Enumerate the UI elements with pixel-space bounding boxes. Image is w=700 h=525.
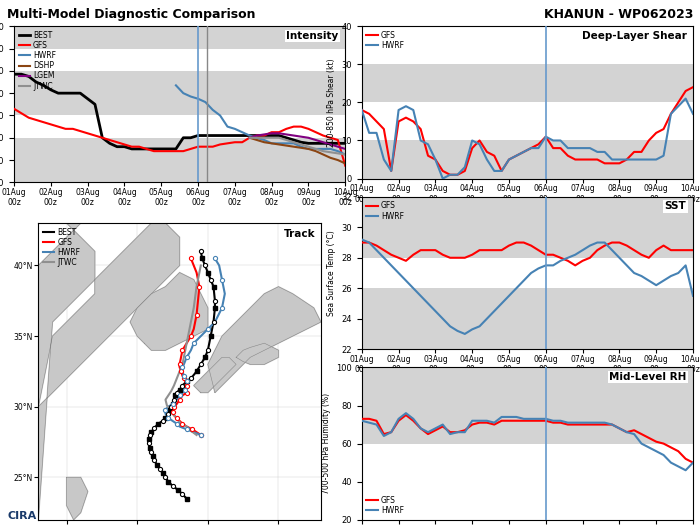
Legend: BEST, GFS, HWRF, JTWC: BEST, GFS, HWRF, JTWC: [41, 225, 83, 269]
Polygon shape: [38, 209, 180, 520]
Legend: GFS, HWRF: GFS, HWRF: [364, 494, 406, 518]
Bar: [362, 65, 693, 102]
Bar: [362, 405, 693, 444]
Text: Multi-Model Diagnostic Comparison: Multi-Model Diagnostic Comparison: [7, 8, 256, 21]
Text: Track: Track: [284, 229, 315, 239]
Polygon shape: [194, 358, 236, 393]
Y-axis label: 200-850 hPa Shear (kt): 200-850 hPa Shear (kt): [327, 58, 336, 146]
Bar: [362, 288, 693, 349]
Bar: [14, 26, 345, 48]
Text: KHANUN - WP062023: KHANUN - WP062023: [544, 8, 693, 21]
Legend: GFS, HWRF: GFS, HWRF: [364, 199, 406, 223]
Text: Mid-Level RH: Mid-Level RH: [609, 372, 687, 382]
Text: SST: SST: [664, 202, 687, 212]
Text: Intensity: Intensity: [286, 31, 339, 41]
Polygon shape: [208, 287, 321, 393]
Bar: [14, 138, 345, 182]
Polygon shape: [236, 343, 279, 364]
Text: Deep-Layer Shear: Deep-Layer Shear: [582, 31, 687, 41]
Bar: [14, 71, 345, 116]
Legend: GFS, HWRF: GFS, HWRF: [364, 28, 406, 52]
Bar: [362, 141, 693, 179]
Polygon shape: [66, 477, 88, 520]
Bar: [362, 368, 693, 405]
Y-axis label: 700-500 hPa Humidity (%): 700-500 hPa Humidity (%): [322, 393, 331, 494]
Legend: BEST, GFS, HWRF, DSHP, LGEM, JTWC: BEST, GFS, HWRF, DSHP, LGEM, JTWC: [16, 28, 58, 93]
Polygon shape: [130, 272, 208, 350]
Bar: [362, 197, 693, 258]
Text: CIRA: CIRA: [7, 511, 36, 521]
Y-axis label: Sea Surface Temp (°C): Sea Surface Temp (°C): [327, 230, 336, 316]
